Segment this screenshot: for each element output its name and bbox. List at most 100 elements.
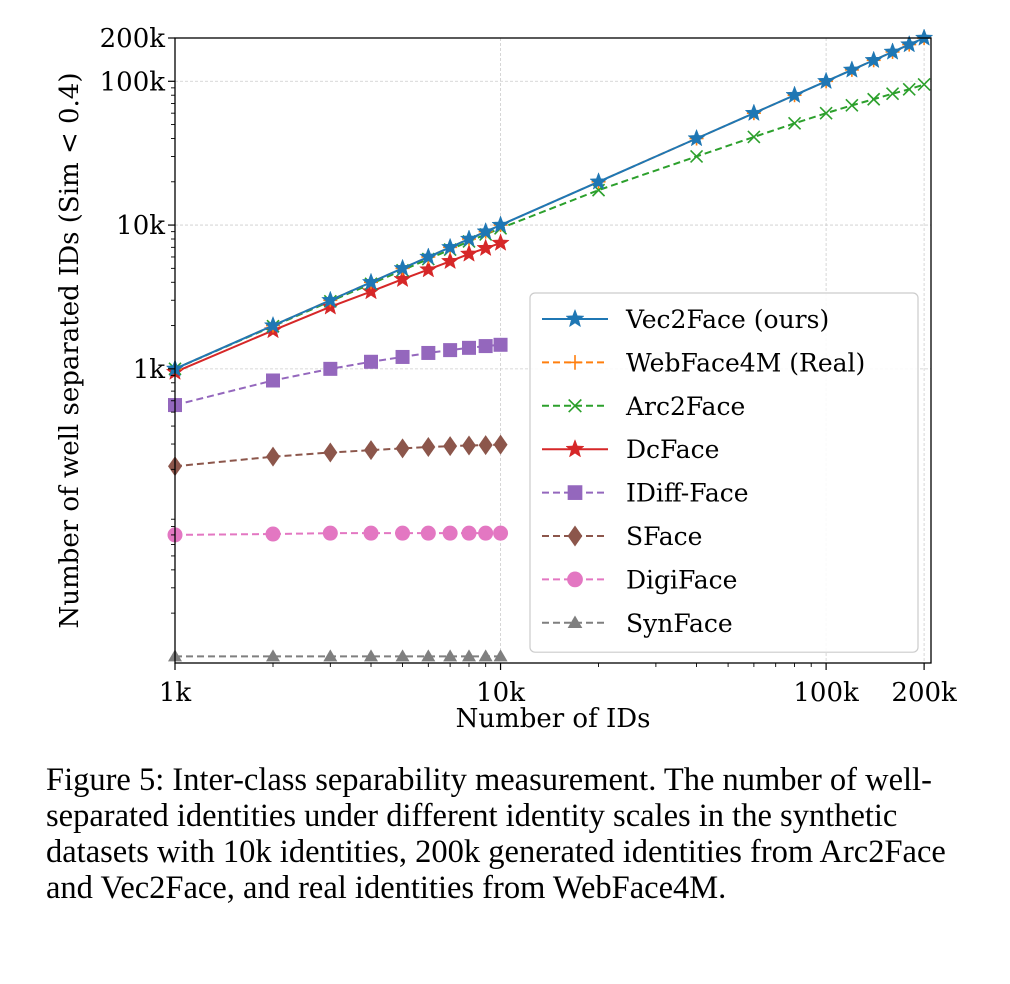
legend-swatch-marker	[567, 355, 583, 370]
legend-entry: DcFace	[542, 435, 719, 464]
legend-swatch-marker	[565, 308, 585, 328]
data-point	[462, 649, 477, 662]
marker-stroke	[747, 130, 761, 144]
chart-figure: 1k 10k 100k 200k 1k 10k 100k 200k Number of IDs…	[55, 24, 957, 734]
data-point	[265, 526, 281, 542]
data-point	[478, 435, 493, 456]
data-point	[462, 435, 477, 456]
data-point	[263, 315, 283, 334]
data-point	[689, 149, 704, 164]
legend-swatch-marker	[565, 439, 585, 458]
data-point	[864, 50, 883, 69]
y-tick-label: 1k	[133, 355, 166, 385]
legend-swatch-marker	[567, 525, 583, 547]
data-point	[478, 339, 493, 354]
data-point	[323, 361, 338, 376]
marker-stroke	[917, 77, 931, 92]
data-point	[785, 85, 804, 104]
y-tick-label: 200k	[100, 24, 166, 54]
data-point	[443, 343, 458, 358]
legend-swatch-marker	[567, 571, 583, 588]
legend-label: SFace	[626, 522, 702, 551]
data-point	[421, 649, 436, 662]
data-point	[842, 60, 862, 78]
series-layer	[165, 28, 934, 662]
legend: Vec2Face (ours) WebFace4M (Real) Arc2Face D…	[529, 292, 919, 653]
data-point	[476, 238, 495, 257]
data-point	[443, 436, 458, 457]
data-point	[493, 525, 509, 541]
data-point	[266, 446, 281, 467]
series-digiface	[167, 525, 509, 543]
data-point	[491, 233, 510, 251]
figure-caption: Figure 5: Inter-class separability measu…	[46, 762, 946, 906]
data-point	[885, 87, 900, 101]
data-point	[478, 649, 493, 662]
plot-frame	[174, 37, 932, 664]
x-tick-label: 1k	[159, 678, 192, 708]
legend-entry: Arc2Face	[542, 392, 745, 421]
y-axis-label: Number of well separated IDs (Sim < 0.4)	[55, 73, 85, 629]
marker-stroke	[885, 87, 900, 101]
marker-stroke	[819, 106, 833, 120]
data-point	[476, 221, 495, 240]
data-point	[917, 77, 931, 92]
marker-stroke	[568, 398, 582, 413]
series-line	[174, 532, 501, 536]
series-line	[174, 83, 925, 370]
series-line	[174, 443, 501, 468]
data-point	[687, 128, 706, 147]
data-point	[459, 244, 479, 262]
x-tick-label: 200k	[891, 678, 957, 708]
data-point	[361, 281, 381, 300]
data-point	[493, 337, 508, 352]
data-point	[395, 438, 410, 459]
data-point	[462, 340, 477, 355]
marker-stroke	[867, 92, 881, 106]
legend-entry: Vec2Face (ours)	[542, 305, 829, 334]
data-point	[323, 442, 338, 463]
legend-entry: SynFace	[542, 609, 733, 638]
legend-label: SynFace	[626, 609, 733, 638]
legend-swatch-marker	[567, 615, 583, 629]
data-point	[419, 247, 438, 265]
data-point	[420, 525, 436, 541]
data-point	[395, 525, 411, 541]
data-point	[883, 42, 902, 60]
data-point	[589, 172, 608, 190]
data-point	[395, 349, 410, 364]
data-point	[421, 345, 436, 360]
data-point	[363, 525, 379, 541]
series-dcface	[165, 233, 510, 380]
series-idiff-face	[168, 337, 508, 413]
data-point	[421, 437, 436, 458]
data-point	[419, 259, 438, 278]
data-point	[266, 373, 281, 388]
data-point	[364, 649, 379, 662]
series-vec2face-ours	[165, 28, 934, 377]
series-synface	[168, 649, 508, 662]
series-sface	[168, 434, 508, 477]
data-point	[322, 525, 338, 541]
legend-label: DigiFace	[626, 565, 737, 594]
x-tick-label: 100k	[793, 678, 859, 708]
legend-entry: DigiFace	[542, 565, 737, 594]
data-point	[787, 116, 802, 130]
legend-label: WebFace4M (Real)	[626, 348, 865, 377]
y-tick-label: 10k	[116, 211, 165, 241]
y-tick-label: 100k	[100, 67, 166, 97]
data-point	[493, 649, 508, 662]
marker-stroke	[845, 98, 859, 112]
data-point	[493, 434, 508, 455]
data-point	[364, 354, 379, 369]
legend-label: IDiff-Face	[626, 479, 749, 508]
axis-ticks: 1k 10k 100k 200k 1k 10k 100k 200k	[100, 24, 957, 708]
legend-box	[529, 292, 919, 653]
legend-entry: SFace	[542, 522, 702, 551]
data-point	[393, 258, 412, 277]
data-point	[491, 215, 510, 233]
legend-swatch-marker	[567, 485, 583, 500]
legend-swatch-marker	[568, 398, 582, 413]
marker-stroke	[902, 82, 916, 96]
data-point	[478, 525, 494, 541]
